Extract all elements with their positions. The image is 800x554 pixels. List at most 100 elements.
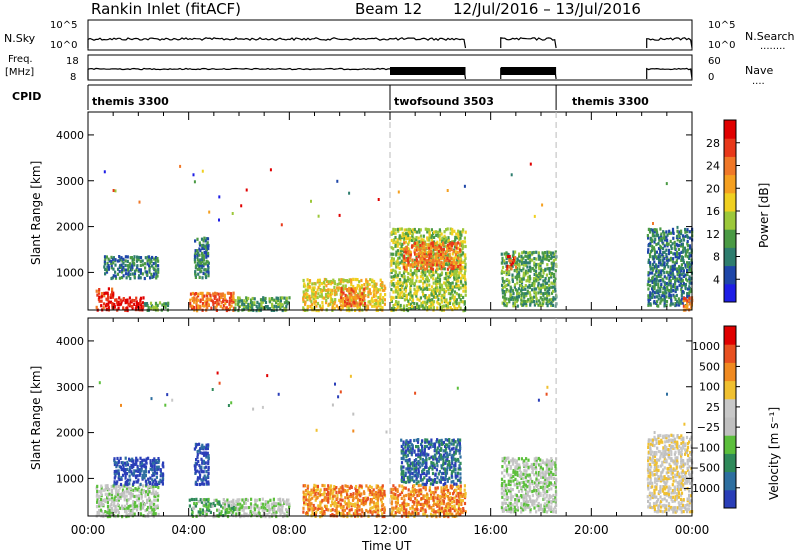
data-cell (406, 453, 410, 457)
data-cell (96, 492, 99, 496)
data-cell (532, 277, 536, 281)
data-cell (671, 276, 675, 280)
data-cell (405, 455, 408, 459)
data-cell (353, 304, 356, 308)
data-cell (453, 275, 456, 279)
data-cell (222, 297, 225, 301)
data-cell (444, 282, 447, 286)
data-cell (390, 275, 393, 279)
data-cell (462, 276, 465, 280)
data-cell (376, 512, 379, 516)
data-cell (311, 282, 314, 286)
data-cell (657, 272, 660, 276)
data-cell (147, 480, 150, 484)
data-cell (149, 505, 152, 509)
data-cell (542, 254, 545, 258)
data-cell (419, 248, 422, 252)
data-cell (673, 275, 676, 279)
data-cell (410, 451, 413, 455)
data-cell (405, 267, 408, 271)
data-cell (368, 289, 372, 293)
data-cell (120, 263, 123, 267)
data-cell (430, 461, 433, 465)
data-cell (678, 239, 681, 244)
data-cell (405, 269, 408, 273)
data-cell (655, 255, 658, 259)
data-cell (434, 256, 437, 260)
data-cell (416, 285, 419, 289)
data-cell (323, 510, 326, 514)
data-cell (234, 306, 237, 310)
data-cell (511, 275, 514, 279)
data-cell (266, 306, 270, 311)
data-cell (461, 242, 464, 246)
data-cell (311, 291, 314, 295)
data-cell (344, 496, 347, 500)
data-cell (231, 212, 234, 215)
data-cell (409, 285, 412, 289)
data-cell (308, 500, 311, 504)
data-cell (397, 227, 400, 231)
data-cell (120, 467, 123, 472)
data-cell (524, 284, 527, 288)
data-cell (207, 497, 210, 502)
data-cell (447, 496, 450, 501)
data-cell (446, 247, 449, 251)
data-cell (501, 276, 504, 281)
data-cell (673, 240, 676, 244)
data-cell (214, 291, 217, 295)
data-cell (128, 457, 131, 461)
data-cell (118, 486, 122, 490)
data-cell (663, 261, 666, 265)
data-cell (264, 300, 268, 304)
data-cell (554, 276, 557, 280)
data-cell (338, 487, 341, 492)
data-cell (209, 502, 213, 506)
data-cell (316, 495, 319, 500)
data-cell (96, 484, 99, 488)
data-cell (407, 492, 410, 496)
data-cell (685, 277, 688, 281)
data-cell (418, 306, 421, 311)
data-cell (271, 506, 274, 510)
data-cell (124, 461, 127, 465)
data-cell (253, 506, 256, 510)
data-cell (507, 297, 511, 301)
data-cell (154, 256, 158, 260)
data-cell (306, 293, 309, 297)
data-cell (520, 296, 523, 300)
data-cell (446, 227, 449, 231)
data-cell (143, 302, 146, 306)
data-cell (348, 299, 351, 303)
data-cell (197, 510, 200, 514)
data-cell (339, 281, 342, 286)
data-cell (427, 453, 430, 457)
data-cell (214, 300, 217, 305)
data-cell (666, 285, 669, 289)
data-cell (141, 490, 144, 494)
data-cell (447, 512, 450, 516)
data-cell (438, 470, 441, 474)
data-cell (533, 263, 536, 267)
data-cell (204, 461, 207, 465)
data-cell (424, 465, 427, 469)
data-cell (400, 438, 403, 442)
data-cell (511, 279, 514, 283)
data-cell (96, 489, 99, 493)
data-cell (407, 299, 410, 303)
data-cell (517, 262, 521, 267)
data-cell (419, 473, 422, 477)
data-cell (516, 271, 519, 275)
data-cell (253, 297, 256, 301)
data-cell (372, 290, 375, 294)
data-cell (537, 254, 540, 258)
data-cell (207, 459, 210, 463)
data-cell (411, 232, 414, 236)
data-cell (514, 275, 517, 279)
data-cell (199, 298, 202, 302)
data-cell (113, 460, 116, 465)
data-cell (667, 242, 670, 246)
data-cell (439, 287, 442, 291)
data-cell (675, 261, 678, 265)
data-cell (671, 260, 674, 264)
